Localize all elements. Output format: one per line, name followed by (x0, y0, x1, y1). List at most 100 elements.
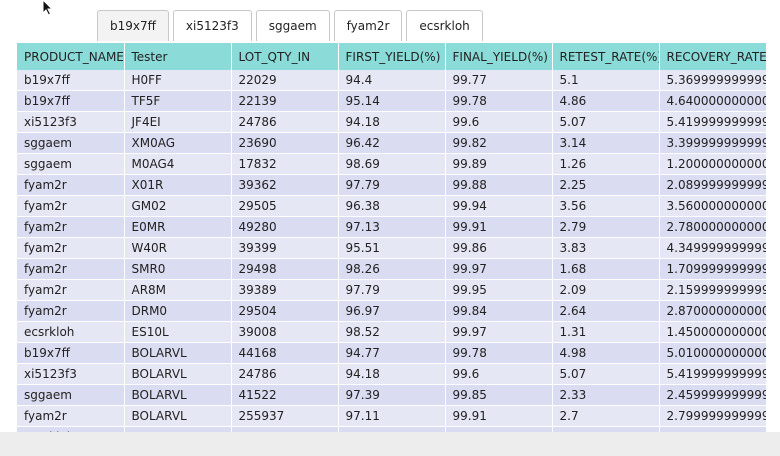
table-cell: 96.42 (338, 132, 446, 154)
table-row[interactable]: fyam2r AR8M 39389 97.79 99.95 2.09 2.159999999… (17, 279, 766, 301)
table-cell: 44168 (231, 342, 339, 364)
table-cell: 2.159999999999997 (659, 279, 766, 301)
table-cell: 3.83 (552, 237, 660, 259)
column-header-first-yield[interactable]: FIRST_YIELD(%) (338, 43, 446, 70)
table-row[interactable]: xi5123f3 BOLARVL 24786 94.18 99.6 5.07 5.41999… (17, 363, 766, 385)
table-cell: 99.84 (445, 300, 553, 322)
table-cell: JF4EI (124, 111, 232, 133)
column-header-final-yield[interactable]: FINAL_YIELD(%) (445, 43, 553, 70)
table-cell: fyam2r (17, 405, 125, 427)
table-cell: 22029 (231, 70, 339, 91)
bottom-bar (0, 432, 780, 456)
tab-sggaem[interactable]: sggaem (255, 10, 330, 41)
table-cell: 3.56 (552, 195, 660, 217)
table-row[interactable]: ecsrkloh ES10L 39008 98.52 99.97 1.31 1.450000… (17, 321, 766, 343)
table-cell: 4.640000000000001 (659, 90, 766, 112)
table-cell: 99.77 (445, 70, 553, 91)
tab-xi5123f3[interactable]: xi5123f3 (172, 10, 252, 41)
table-cell: fyam2r (17, 174, 125, 196)
table-row[interactable]: b19x7ff H0FF 22029 94.4 99.77 5.1 5.3699999999… (17, 70, 766, 91)
table-cell: sggaem (17, 384, 125, 406)
table-cell: 99.89 (445, 153, 553, 175)
table-cell: 99.82 (445, 132, 553, 154)
table-cell: 24786 (231, 111, 339, 133)
table-row[interactable]: ecsrklohBOLARVL3900898.5299.971.311.4500… (17, 426, 766, 432)
table-body: b19x7ff H0FF 22029 94.4 99.77 5.1 5.3699999999… (17, 70, 766, 432)
table-cell: 39008 (231, 321, 339, 343)
table-cell: 99.95 (445, 279, 553, 301)
table-cell: 5.07 (552, 111, 660, 133)
table-cell: fyam2r (17, 258, 125, 280)
table-cell: 98.52 (338, 426, 446, 432)
table-cell: 2.089999999999989 (659, 174, 766, 196)
table-row[interactable]: fyam2r X01R 39362 97.79 99.88 2.25 2.089999999… (17, 174, 766, 196)
table-cell: 97.39 (338, 384, 446, 406)
table-cell: 1.450000000000003 (659, 426, 766, 432)
table-cell: fyam2r (17, 300, 125, 322)
table-cell: 1.31 (552, 321, 660, 343)
table-cell: 95.14 (338, 90, 446, 112)
table-cell: 97.13 (338, 216, 446, 238)
table-cell: 97.79 (338, 279, 446, 301)
table-cell: 2.33 (552, 384, 660, 406)
table-cell: ecsrkloh (17, 321, 125, 343)
column-header-lot-qty-in[interactable]: LOT_QTY_IN (231, 43, 339, 70)
table-cell: 1.31 (552, 426, 660, 432)
table-cell: BOLARVL (124, 363, 232, 385)
table-cell: 5.419999999999987 (659, 363, 766, 385)
table-row[interactable]: fyam2r DRM0 29504 96.97 99.84 2.64 2.870000000… (17, 300, 766, 322)
table-cell: fyam2r (17, 216, 125, 238)
table-cell: 2.7 (552, 405, 660, 427)
table-row[interactable]: b19x7ff BOLARVL 44168 94.77 99.78 4.98 5.01000… (17, 342, 766, 364)
table-row[interactable]: sggaem BOLARVL 41522 97.39 99.85 2.33 2.459999… (17, 384, 766, 406)
table-cell: 29498 (231, 258, 339, 280)
table-row[interactable]: b19x7ff TF5F 22139 95.14 99.78 4.86 4.64000000… (17, 90, 766, 112)
column-header-recovery-rate[interactable]: RECOVERY_RATE(%) (659, 43, 766, 70)
table-cell: 99.94 (445, 195, 553, 217)
table-row[interactable]: sggaem M0AG4 17832 98.69 99.89 1.26 1.20000000… (17, 153, 766, 175)
table-cell: fyam2r (17, 279, 125, 301)
table-cell: 99.85 (445, 384, 553, 406)
table-cell: 4.86 (552, 90, 660, 112)
tab-bar: b19x7ff xi5123f3 sggaem fyam2r ecsrkloh (97, 10, 483, 41)
table-cell: SMR0 (124, 258, 232, 280)
table-row[interactable]: fyam2r BOLARVL 255937 97.11 99.91 2.7 2.799999… (17, 405, 766, 427)
table-cell: 39008 (231, 426, 339, 432)
table-cell: X01R (124, 174, 232, 196)
column-header-product-name[interactable]: PRODUCT_NAME (17, 43, 125, 70)
tab-b19x7ff[interactable]: b19x7ff (97, 10, 169, 41)
table-cell: 98.69 (338, 153, 446, 175)
table-row[interactable]: xi5123f3 JF4EI 24786 94.18 99.6 5.07 5.4199999… (17, 111, 766, 133)
table-cell: 99.78 (445, 342, 553, 364)
table-cell: 99.6 (445, 363, 553, 385)
table-cell: BOLARVL (124, 342, 232, 364)
data-table: PRODUCT_NAME Tester LOT_QTY_IN FIRST_YIE… (17, 43, 766, 432)
table-cell: 39362 (231, 174, 339, 196)
table-cell: 1.68 (552, 258, 660, 280)
table-cell: 3.14 (552, 132, 660, 154)
table-cell: 98.26 (338, 258, 446, 280)
column-header-retest-rate[interactable]: RETEST_RATE(%) (552, 43, 660, 70)
table-cell: 5.369999999999997 (659, 70, 766, 91)
column-header-tester[interactable]: Tester (124, 43, 232, 70)
table-row[interactable]: fyam2r GM02 29505 96.38 99.94 3.56 3.560000000… (17, 195, 766, 217)
table-cell: 29505 (231, 195, 339, 217)
table-cell: 255937 (231, 405, 339, 427)
table-cell: 99.6 (445, 111, 553, 133)
table-cell: 99.97 (445, 321, 553, 343)
table-cell: 2.870000000000005 (659, 300, 766, 322)
table-row[interactable]: fyam2r E0MR 49280 97.13 99.91 2.79 2.780000000… (17, 216, 766, 238)
table-cell: 24786 (231, 363, 339, 385)
data-table-container[interactable]: PRODUCT_NAME Tester LOT_QTY_IN FIRST_YIE… (17, 43, 766, 432)
table-cell: 39389 (231, 279, 339, 301)
table-row[interactable]: sggaem XM0AG 23690 96.42 99.82 3.14 3.39999999… (17, 132, 766, 154)
tab-ecsrkloh[interactable]: ecsrkloh (406, 10, 483, 41)
table-row[interactable]: fyam2r W40R 39399 95.51 99.86 3.83 4.349999999… (17, 237, 766, 259)
tab-fyam2r[interactable]: fyam2r (333, 10, 403, 41)
table-cell: 2.64 (552, 300, 660, 322)
table-cell: 2.459999999999994 (659, 384, 766, 406)
table-row[interactable]: fyam2r SMR0 29498 98.26 99.97 1.68 1.709999999… (17, 258, 766, 280)
table-cell: GM02 (124, 195, 232, 217)
table-cell: 1.709999999999994 (659, 258, 766, 280)
table-cell: xi5123f3 (17, 111, 125, 133)
